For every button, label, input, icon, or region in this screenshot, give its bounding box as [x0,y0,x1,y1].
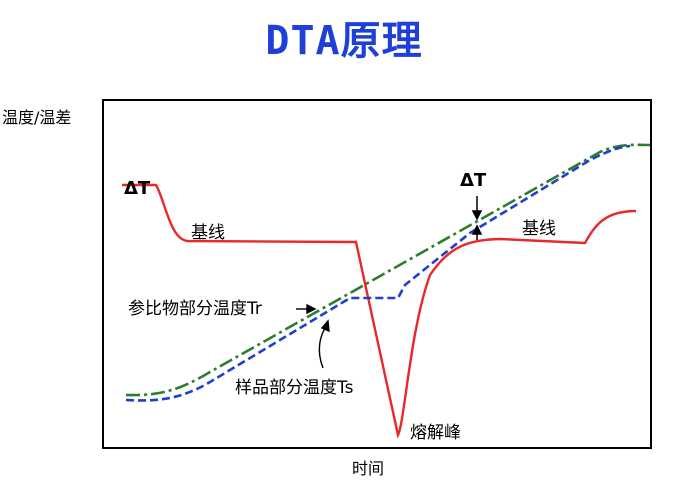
page-title: DTA原理 [265,18,423,64]
delta-t-label-right: ΔT [460,170,487,191]
y-axis-label: 温度/温差 [2,108,72,127]
sample-label-pointer [318,319,330,369]
sample-temperature-label: 样品部分温度Ts [235,378,354,398]
baseline-label-right: 基线 [522,219,556,239]
baseline-label-left: 基线 [191,223,225,243]
delta-t-arrow [471,196,483,240]
dta-curve [122,183,637,439]
reference-label-pointer [296,303,317,315]
reference-temperature-curve [125,143,651,397]
sample-temperature-curve [125,144,631,402]
plot-frame [102,99,652,449]
reference-temperature-label: 参比物部分温度Tr [128,299,262,319]
melting-peak-label: 熔解峰 [410,423,461,443]
delta-t-label-left: ΔT [124,178,151,199]
x-axis-label: 时间 [352,459,385,478]
